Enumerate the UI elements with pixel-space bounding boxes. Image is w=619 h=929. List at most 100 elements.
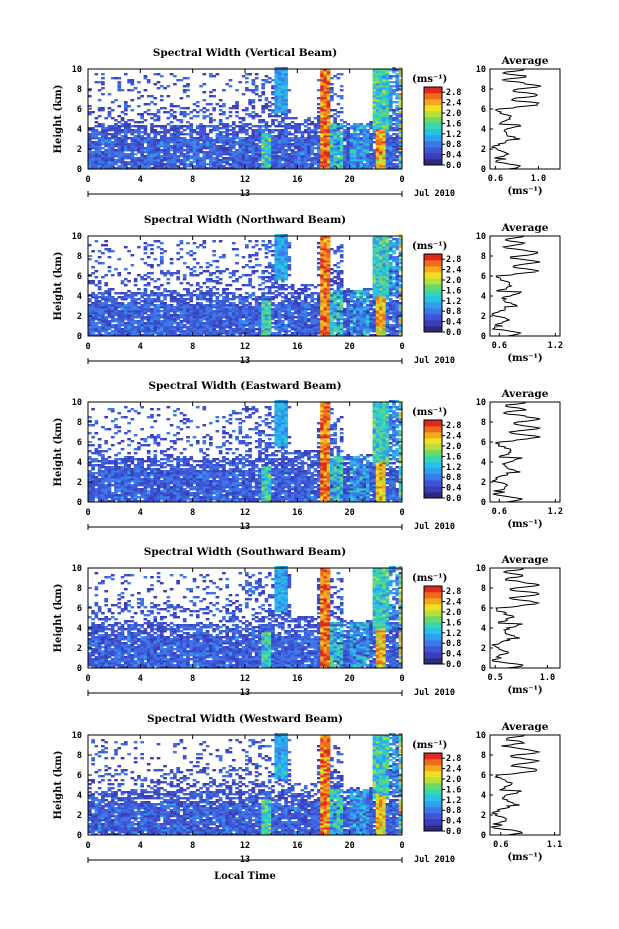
heatmap-cell (88, 312, 92, 315)
heatmap-cell (120, 318, 125, 321)
heatmap-cell (333, 155, 337, 158)
heatmap-cell (133, 284, 138, 287)
heatmap-cell (326, 280, 331, 283)
heatmap-cell (320, 69, 324, 72)
heatmap-cell (251, 153, 256, 156)
heatmap-cell (287, 258, 292, 261)
heatmap-cell (97, 308, 102, 311)
heatmap-cell (264, 163, 269, 166)
heatmap-cell (173, 105, 177, 108)
heatmap-cell (346, 298, 351, 301)
heatmap-cell (173, 308, 177, 311)
heatmap-cell (159, 242, 164, 245)
heatmap-cell (104, 318, 109, 321)
heatmap-cell (267, 159, 272, 162)
heatmap-cell (300, 149, 305, 152)
heatmap-cell (202, 83, 207, 86)
heatmap-cell (117, 149, 122, 152)
heatmap-cell (271, 103, 275, 106)
heatmap-cell (117, 165, 122, 168)
heatmap-cell (359, 147, 364, 150)
heatmap-cell (316, 167, 321, 170)
heatmap-cell (323, 77, 328, 80)
heatmap-cell (241, 167, 246, 170)
heatmap-cell (385, 165, 390, 168)
heatmap-cell (231, 153, 236, 156)
heatmap-cell (195, 288, 200, 291)
heatmap-cell (186, 141, 190, 144)
heatmap-cell (133, 125, 138, 128)
heatmap-cell (267, 109, 272, 112)
heatmap-cell (320, 141, 324, 144)
heatmap-cell (218, 153, 223, 156)
heatmap-cell (398, 129, 403, 132)
x-tick-label: 16 (292, 175, 302, 185)
heatmap-cell (222, 290, 226, 293)
heatmap-cell (189, 268, 194, 271)
heatmap-cell (218, 109, 223, 112)
heatmap-cell (287, 306, 292, 309)
heatmap-cell (241, 165, 246, 168)
heatmap-cell (267, 145, 272, 148)
heatmap-cell (97, 282, 102, 285)
heatmap-cell (192, 304, 197, 307)
heatmap-cell (264, 107, 269, 110)
heatmap-cell (101, 127, 105, 130)
heatmap-cell (153, 153, 158, 156)
heatmap-cell (330, 129, 334, 132)
heatmap-cell (330, 143, 334, 146)
heatmap-cell (287, 159, 292, 162)
heatmap-cell (189, 330, 194, 333)
heatmap-cell (392, 151, 396, 154)
heatmap-cell (254, 153, 259, 156)
heatmap-cell (277, 81, 282, 84)
heatmap-cell (195, 141, 200, 144)
heatmap-cell (205, 310, 210, 313)
heatmap-cell (123, 298, 128, 301)
heatmap-cell (277, 137, 282, 140)
heatmap-cell (375, 167, 380, 170)
heatmap-cell (316, 332, 321, 335)
heatmap-cell (320, 246, 324, 249)
heatmap-cell (326, 149, 331, 152)
heatmap-cell (137, 298, 141, 301)
heatmap-cell (235, 135, 239, 138)
heatmap-cell (94, 125, 99, 128)
heatmap-cell (104, 163, 109, 166)
heatmap-cell (375, 161, 380, 164)
heatmap-cell (251, 143, 256, 146)
heatmap-cell (101, 308, 105, 311)
heatmap-cell (287, 143, 292, 146)
heatmap-cell (159, 256, 164, 259)
heatmap-cell (245, 330, 249, 333)
heatmap-cell (153, 113, 158, 116)
heatmap-cell (140, 135, 144, 138)
heatmap-cell (349, 332, 354, 335)
heatmap-cell (163, 288, 167, 291)
heatmap-cell (127, 167, 131, 170)
heatmap-cell (209, 272, 213, 275)
heatmap-cell (333, 159, 337, 162)
heatmap-cell (323, 101, 328, 104)
heatmap-cell (280, 300, 285, 303)
heatmap-cell (195, 159, 200, 162)
heatmap-cell (323, 133, 328, 136)
heatmap-cell (280, 334, 285, 337)
heatmap-cell (195, 282, 200, 285)
x-tick-label: 0 (85, 175, 90, 185)
heatmap-cell (264, 304, 269, 307)
heatmap-cell (235, 270, 239, 273)
heatmap-cell (173, 167, 177, 170)
heatmap-cell (173, 75, 177, 78)
heatmap-cell (339, 153, 344, 156)
heatmap-cell (346, 129, 351, 132)
heatmap-cell (133, 330, 138, 333)
heatmap-cell (382, 145, 387, 148)
heatmap-cell (205, 304, 210, 307)
heatmap-cell (258, 334, 262, 337)
heatmap-cell (385, 133, 390, 136)
heatmap-cell (156, 117, 161, 120)
heatmap-cell (143, 157, 148, 160)
heatmap-cell (182, 330, 187, 333)
heatmap-cell (120, 296, 125, 299)
